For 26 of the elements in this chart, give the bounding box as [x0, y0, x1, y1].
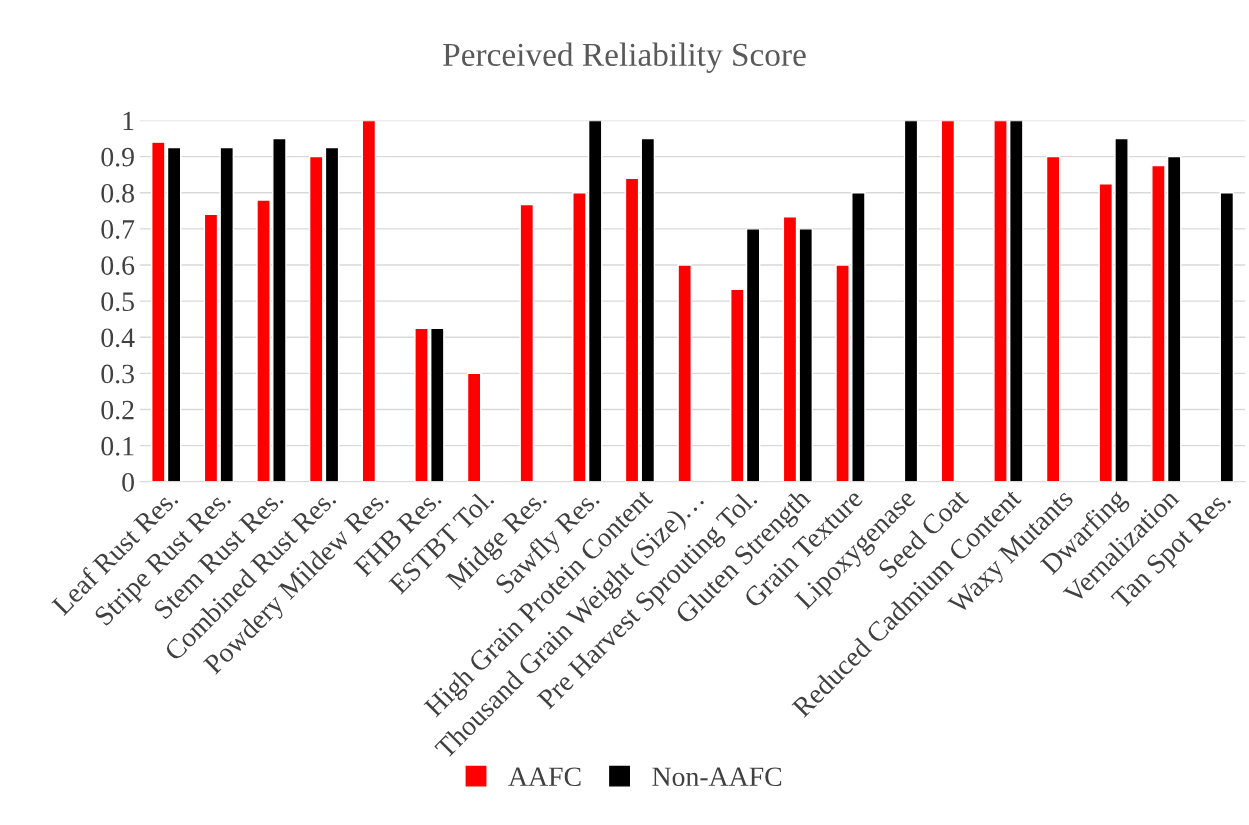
bar [324, 146, 340, 482]
bar [640, 137, 656, 482]
bar [1219, 192, 1235, 482]
bar [361, 120, 377, 482]
bar [466, 372, 482, 482]
bar [519, 203, 535, 482]
y-tick-label: 0.1 [101, 436, 134, 456]
y-tick-label: 0.8 [101, 183, 134, 203]
y-tick-label: 0.3 [101, 364, 134, 384]
y-tick-label: 0.7 [101, 220, 135, 239]
bar [1045, 155, 1061, 482]
y-tick-label: 0.4 [101, 328, 135, 348]
bar [940, 120, 956, 482]
bar [903, 120, 919, 482]
y-tick-label: 0.5 [101, 292, 134, 312]
bar [308, 155, 324, 482]
bar [624, 177, 640, 482]
y-tick-label: 0.2 [101, 400, 134, 420]
y-tick-label: 0.9 [101, 147, 134, 167]
y-tick-label: 0 [122, 472, 134, 492]
chart-title: Perceived Reliability Score [443, 42, 806, 73]
y-tick-label: 0.6 [101, 256, 135, 276]
legend-label: Non-AAFC [652, 767, 782, 787]
y-tick-label: 1 [123, 111, 134, 131]
bar [677, 264, 692, 482]
legend-label: AAFC [508, 767, 581, 787]
